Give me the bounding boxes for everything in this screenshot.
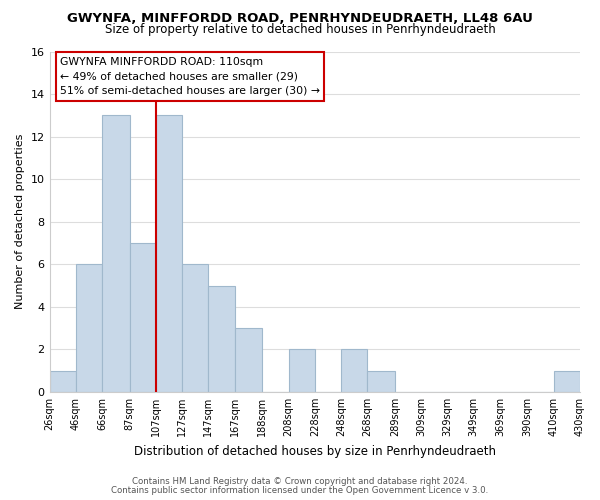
Text: Contains public sector information licensed under the Open Government Licence v : Contains public sector information licen… — [112, 486, 488, 495]
Bar — [367, 370, 395, 392]
Bar — [76, 264, 102, 392]
Bar — [289, 350, 315, 392]
X-axis label: Distribution of detached houses by size in Penrhyndeudraeth: Distribution of detached houses by size … — [134, 444, 496, 458]
Bar — [182, 264, 208, 392]
Y-axis label: Number of detached properties: Number of detached properties — [15, 134, 25, 310]
Text: Contains HM Land Registry data © Crown copyright and database right 2024.: Contains HM Land Registry data © Crown c… — [132, 477, 468, 486]
Bar — [156, 116, 182, 392]
Bar — [130, 243, 156, 392]
Text: Size of property relative to detached houses in Penrhyndeudraeth: Size of property relative to detached ho… — [104, 22, 496, 36]
Bar — [341, 350, 367, 392]
Bar — [208, 286, 235, 392]
Bar — [235, 328, 262, 392]
Bar — [50, 370, 76, 392]
Text: GWYNFA, MINFFORDD ROAD, PENRHYNDEUDRAETH, LL48 6AU: GWYNFA, MINFFORDD ROAD, PENRHYNDEUDRAETH… — [67, 12, 533, 24]
Bar — [102, 116, 130, 392]
Text: GWYNFA MINFFORDD ROAD: 110sqm
← 49% of detached houses are smaller (29)
51% of s: GWYNFA MINFFORDD ROAD: 110sqm ← 49% of d… — [60, 56, 320, 96]
Bar — [554, 370, 580, 392]
